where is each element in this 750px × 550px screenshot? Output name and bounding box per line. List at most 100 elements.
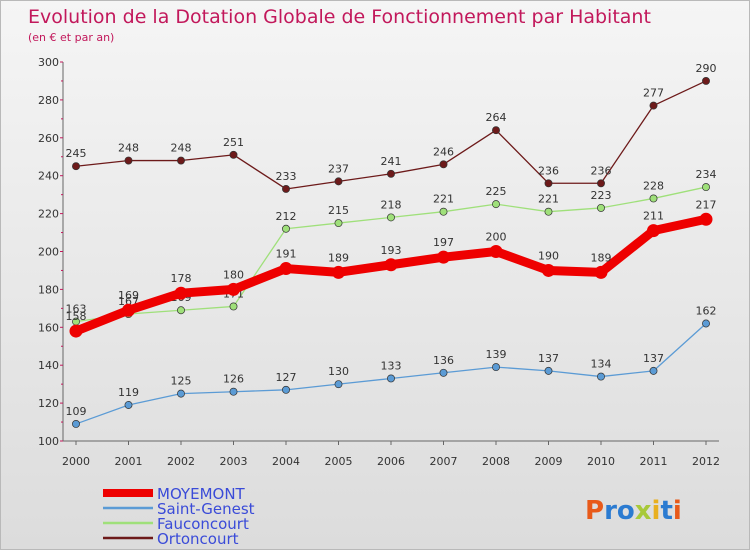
data-label: 119 [118,386,139,399]
data-point [439,368,448,377]
data-label: 212 [276,210,297,223]
data-label: 126 [223,373,244,386]
data-label: 236 [538,164,559,177]
data-point [334,219,343,228]
data-label: 277 [643,87,664,100]
y-tick-label: 100 [38,435,59,448]
series-ortoncourt: 245 248 248 251 233 237 241 246 264 236 236 277 290 [66,62,717,193]
data-point [439,160,448,169]
data-label: 169 [118,289,139,302]
data-point [439,207,448,216]
legend-label: Fauconcourt [157,515,249,533]
series-moyemont: 158 169 178 180 191 189 193 197 200 190 189 211 217 [66,198,717,338]
data-point [647,224,660,238]
data-label: 136 [433,354,454,367]
x-tick-label: 2000 [62,455,90,468]
y-tick-label: 160 [38,321,59,334]
data-point [437,250,450,264]
data-point [282,185,290,193]
data-label: 137 [643,352,664,365]
data-point [177,156,185,165]
data-point [282,224,290,233]
data-point [72,162,80,171]
data-point [177,389,185,398]
legend-label: Saint-Genest [157,500,255,518]
data-point [597,203,605,212]
data-label: 237 [328,162,349,175]
data-point [387,169,395,178]
data-label: 223 [591,189,612,202]
data-point [492,363,500,372]
data-point [227,282,240,296]
data-label: 109 [66,405,87,418]
data-label: 218 [381,198,402,211]
data-label: 211 [643,210,664,223]
y-tick-label: 200 [38,246,59,259]
chart-subtitle: (en € et par an) [28,31,114,44]
x-tick-label: 2008 [482,455,510,468]
data-label: 134 [591,358,612,371]
data-label: 245 [66,147,87,160]
data-label: 221 [433,193,454,206]
data-label: 125 [171,375,192,388]
data-point [542,263,555,277]
data-label: 178 [171,272,192,285]
data-label: 162 [696,305,717,318]
legend-label: MOYEMONT [157,485,246,503]
legend: MOYEMONTSaint-GenestFauconcourtOrtoncour… [103,485,255,548]
data-point [702,183,710,192]
data-point [702,319,710,328]
y-tick-label: 260 [38,132,59,145]
data-label: 228 [643,179,664,192]
x-tick-label: 2011 [640,455,668,468]
data-point [387,374,395,383]
x-tick-label: 2005 [325,455,353,468]
data-label: 246 [433,145,454,158]
data-label: 190 [538,249,559,262]
data-label: 215 [328,204,349,217]
data-label: 163 [66,303,87,316]
data-point [384,258,398,272]
data-point [229,302,238,311]
data-point [72,419,80,428]
data-label: 248 [171,142,192,155]
data-label: 180 [223,268,244,281]
legend-label: Ortoncourt [157,530,239,548]
data-point [492,200,500,209]
x-tick-label: 2009 [535,455,563,468]
data-point [279,262,293,276]
axes: 100 120 140 160 180 200 220 240 260 280 300 2000 200… [38,56,720,468]
y-tick-label: 220 [38,208,59,221]
data-point [282,385,290,394]
data-point [332,265,345,279]
data-point [489,245,503,258]
data-point [594,265,608,279]
series-fauconcourt: 163167169171212215218221225221223228234 [66,168,717,326]
proxiti-logo: Proxiti [585,496,682,526]
data-point [544,207,553,216]
series-saint-genest: 109 119 125 126 127 130 133 136 139 137 134 137 162 [66,305,717,428]
series-layer: 245 248 248 251 233 237 241 246 264 236 236 277 290 1… [66,62,717,428]
data-label: 236 [591,164,612,177]
data-label: 221 [538,193,559,206]
data-point [334,177,343,186]
x-tick-label: 2001 [115,455,143,468]
data-label: 130 [328,365,349,378]
y-tick-label: 300 [38,56,59,69]
x-tick-label: 2003 [220,455,248,468]
data-label: 139 [486,348,507,361]
data-point [122,303,135,317]
data-label: 251 [223,136,244,149]
data-label: 193 [381,244,402,257]
data-point [544,366,553,375]
y-tick-label: 280 [38,94,59,107]
data-point [649,101,658,110]
x-tick-label: 2002 [167,455,195,468]
x-tick-label: 2010 [587,455,615,468]
x-tick-label: 2004 [272,455,300,468]
data-point [124,156,133,165]
data-point [124,401,133,409]
data-label: 189 [591,251,612,264]
